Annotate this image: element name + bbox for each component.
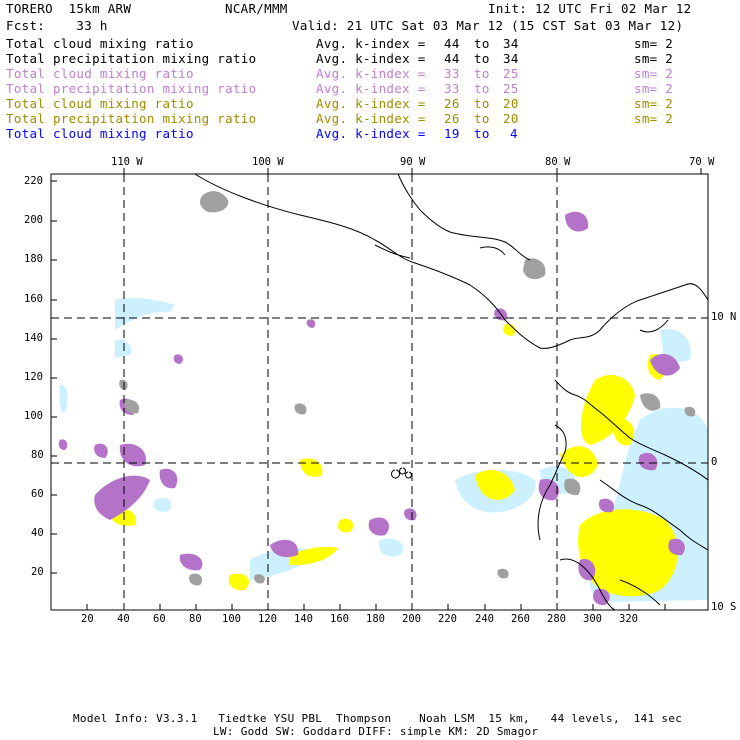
legend-k-from: 33: [444, 81, 460, 96]
legend-k-to-word: to: [474, 126, 490, 141]
y-tick-label: 220: [24, 175, 43, 187]
legend-sm: sm= 2: [634, 81, 674, 96]
yellow-cloud-layer: [109, 323, 678, 597]
legend-k-label: Avg. k-index =: [316, 111, 426, 126]
valid-time: Valid: 21 UTC Sat 03 Mar 12 (15 CST Sat …: [292, 18, 684, 33]
legend-sm: sm= 2: [634, 111, 674, 126]
lat-label: 10 S: [711, 601, 737, 613]
lon-label: 80 W: [545, 156, 571, 168]
x-tick-label: 240: [475, 613, 494, 625]
legend-field: Total cloud mixing ratio: [6, 126, 194, 141]
y-tick-label: 100: [24, 410, 43, 422]
x-tick-label: 140: [294, 613, 313, 625]
x-tick-label: 180: [366, 613, 385, 625]
legend-k-to-word: to: [474, 36, 490, 51]
legend-k-to-word: to: [474, 81, 490, 96]
legend-k-to: 20: [503, 111, 519, 126]
legend-k-to-word: to: [474, 66, 490, 81]
y-tick-label: 180: [24, 253, 43, 265]
legend-field: Total precipitation mixing ratio: [6, 81, 257, 96]
y-tick-label: 40: [31, 527, 44, 539]
lon-label: 100 W: [252, 156, 284, 168]
x-tick-label: 320: [619, 613, 638, 625]
lat-label: 10 N: [711, 311, 737, 323]
legend-k-label: Avg. k-index =: [316, 51, 426, 66]
legend-field: Total precipitation mixing ratio: [6, 111, 257, 126]
legend-field: Total cloud mixing ratio: [6, 36, 194, 51]
coastlines: [194, 173, 709, 611]
y-tick-label: 160: [24, 293, 43, 305]
y-tick-label: 120: [24, 371, 43, 383]
legend-sm: sm= 2: [634, 66, 674, 81]
legend-field: Total cloud mixing ratio: [6, 96, 194, 111]
legend-k-to-word: to: [474, 96, 490, 111]
legend-field: Total precipitation mixing ratio: [6, 51, 257, 66]
y-tick-label: 20: [31, 566, 44, 578]
legend-k-from: 26: [444, 96, 460, 111]
x-tick-label: 220: [438, 613, 457, 625]
legend-k-to: 25: [503, 66, 519, 81]
map-frame: [50, 173, 709, 611]
legend-field: Total cloud mixing ratio: [6, 66, 194, 81]
gray-cloud-layer: [119, 191, 696, 586]
forecast-hour: Fcst: 33 h: [6, 18, 108, 33]
x-tick-label: 120: [258, 613, 277, 625]
y-tick-label: 60: [31, 488, 44, 500]
y-tick-label: 80: [31, 449, 44, 461]
legend-k-to: 25: [503, 81, 519, 96]
x-tick-label: 20: [81, 613, 94, 625]
model-info: Model Info: V3.3.1 Tiedtke YSU PBL Thomp…: [73, 712, 683, 725]
legend-k-to-word: to: [474, 51, 490, 66]
legend-k-label: Avg. k-index =: [316, 36, 426, 51]
physics-info: LW: Godd SW: Goddard DIFF: simple KM: 2D…: [213, 725, 539, 738]
init-time: Init: 12 UTC Fri 02 Mar 12: [488, 1, 692, 16]
lon-label: 90 W: [400, 156, 426, 168]
x-tick-label: 280: [547, 613, 566, 625]
legend-k-from: 19: [444, 126, 460, 141]
x-tick-label: 300: [583, 613, 602, 625]
graticule: [51, 174, 708, 610]
center-name: NCAR/MMM: [225, 1, 288, 16]
legend-sm: sm= 2: [634, 51, 674, 66]
axis-ticks: [51, 168, 702, 610]
x-tick-label: 60: [153, 613, 166, 625]
lon-label: 110 W: [111, 156, 143, 168]
legend-sm: sm= 2: [634, 96, 674, 111]
legend-k-label: Avg. k-index =: [316, 96, 426, 111]
x-tick-label: 100: [222, 613, 241, 625]
legend-k-label: Avg. k-index =: [316, 66, 426, 81]
legend-k-from: 44: [444, 36, 460, 51]
model-title: TORERO 15km ARW: [6, 1, 132, 16]
legend-k-label: Avg. k-index =: [316, 81, 426, 96]
legend-k-from: 33: [444, 66, 460, 81]
x-tick-label: 160: [330, 613, 349, 625]
legend-k-to-word: to: [474, 111, 490, 126]
legend-k-to: 20: [503, 96, 519, 111]
legend-k-from: 44: [444, 51, 460, 66]
legend-k-to: 34: [503, 36, 519, 51]
legend-k-label: Avg. k-index =: [316, 126, 426, 141]
lon-label: 70 W: [689, 156, 715, 168]
legend-k-from: 26: [444, 111, 460, 126]
y-tick-label: 140: [24, 332, 43, 344]
x-tick-label: 200: [402, 613, 421, 625]
legend-k-to: 4: [510, 126, 518, 141]
lat-label: 0: [711, 456, 718, 468]
legend-sm: sm= 2: [634, 36, 674, 51]
x-tick-label: 40: [117, 613, 130, 625]
x-tick-label: 260: [511, 613, 530, 625]
legend-k-to: 34: [503, 51, 519, 66]
x-tick-label: 80: [189, 613, 202, 625]
y-tick-label: 200: [24, 214, 43, 226]
